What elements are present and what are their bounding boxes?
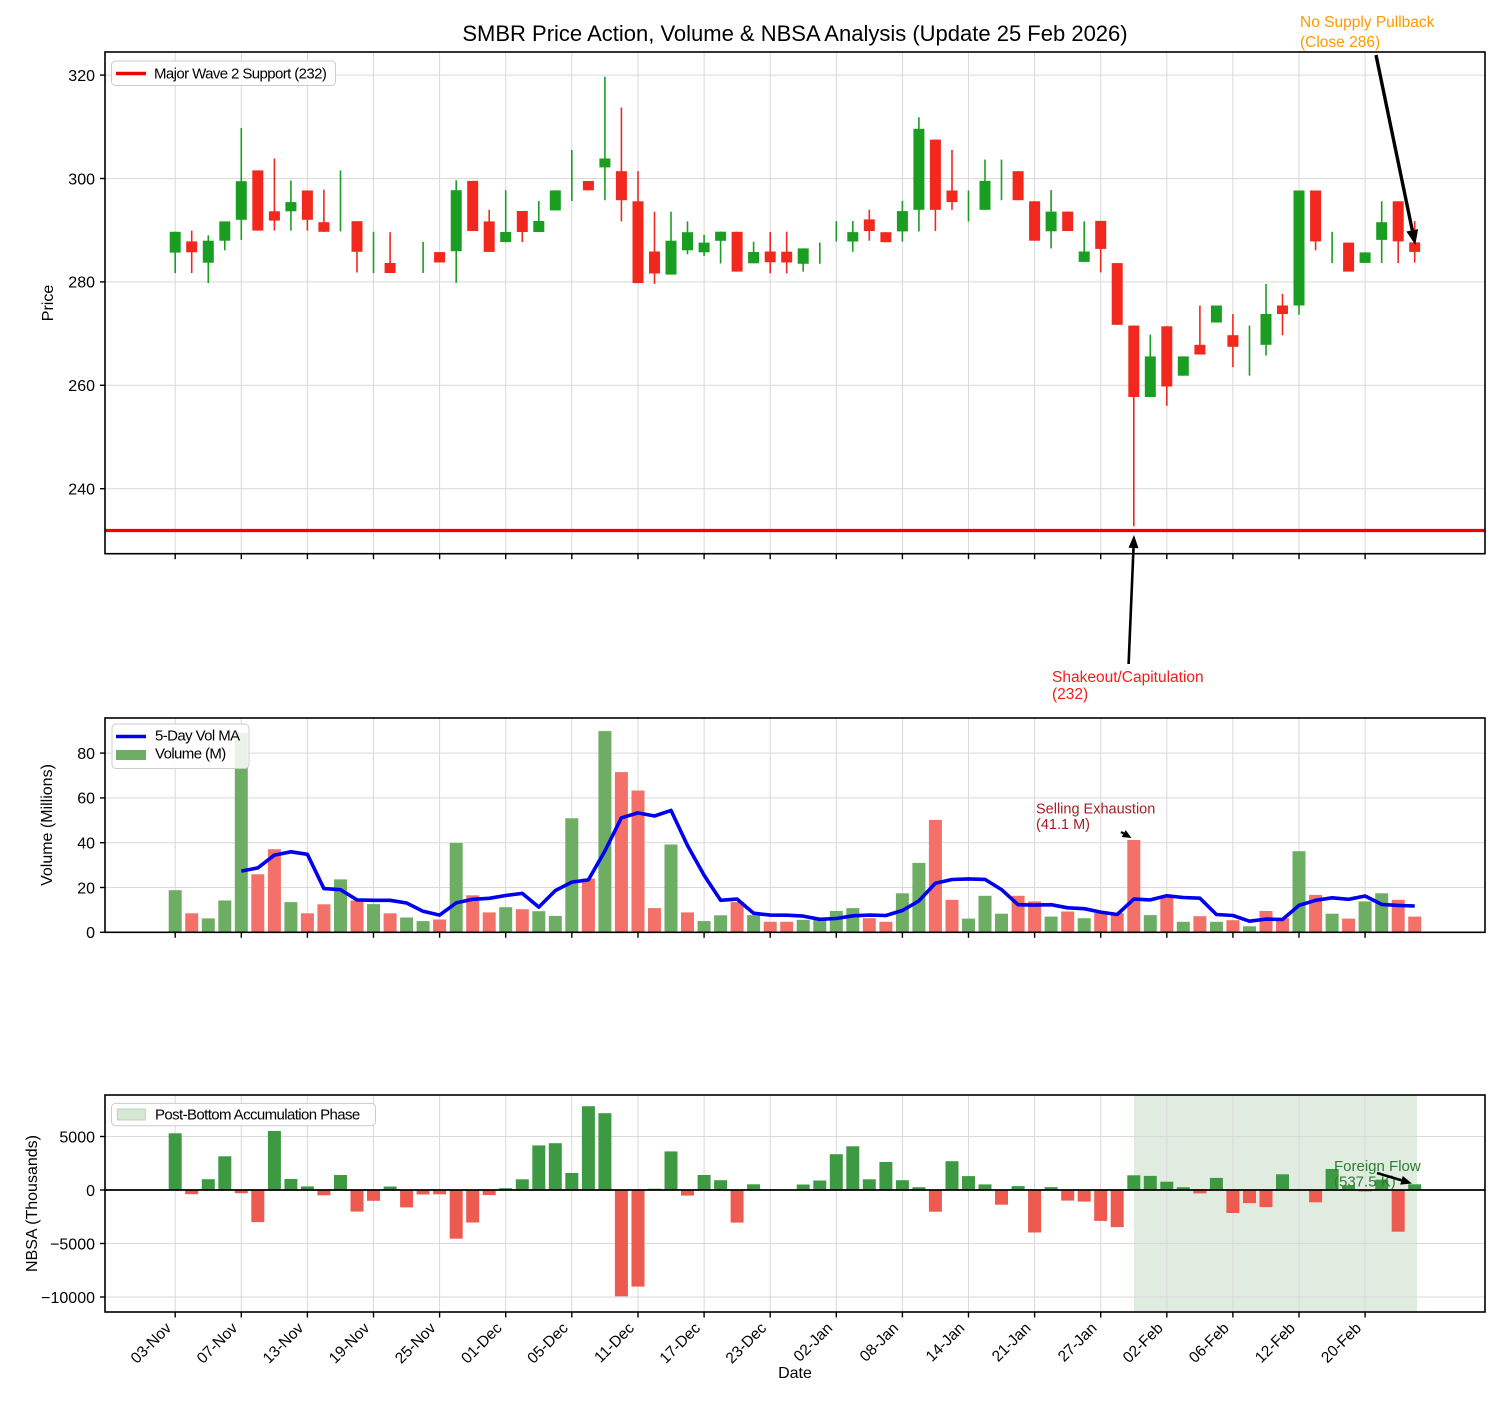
svg-text:280: 280 xyxy=(68,275,95,292)
svg-text:300: 300 xyxy=(68,171,95,188)
svg-text:Date: Date xyxy=(778,1365,812,1382)
svg-text:Major Wave 2 Support (232): Major Wave 2 Support (232) xyxy=(154,66,327,83)
svg-text:Shakeout/Capitulation: Shakeout/Capitulation xyxy=(1052,669,1204,686)
svg-text:0: 0 xyxy=(86,925,95,942)
svg-text:No Supply Pullback: No Supply Pullback xyxy=(1300,14,1435,31)
svg-text:20: 20 xyxy=(77,880,95,897)
svg-text:Post-Bottom Accumulation Phase: Post-Bottom Accumulation Phase xyxy=(155,1107,360,1124)
svg-text:60: 60 xyxy=(77,791,95,808)
svg-text:Volume (M): Volume (M) xyxy=(155,746,226,763)
svg-text:(232): (232) xyxy=(1052,686,1088,703)
svg-text:260: 260 xyxy=(68,378,95,395)
svg-text:Price: Price xyxy=(40,285,57,322)
svg-text:5-Day Vol MA: 5-Day Vol MA xyxy=(155,728,240,745)
svg-text:80: 80 xyxy=(77,746,95,763)
svg-text:0: 0 xyxy=(86,1183,95,1200)
svg-text:−5000: −5000 xyxy=(50,1236,95,1253)
svg-text:(Close 286): (Close 286) xyxy=(1300,34,1380,51)
svg-text:Selling Exhaustion: Selling Exhaustion xyxy=(1036,802,1155,818)
svg-text:Foreign Flow: Foreign Flow xyxy=(1334,1158,1421,1175)
svg-text:320: 320 xyxy=(68,68,95,85)
svg-text:240: 240 xyxy=(68,482,95,499)
svg-text:SMBR Price Action, Volume & NB: SMBR Price Action, Volume & NBSA Analysi… xyxy=(462,21,1127,46)
svg-text:(41.1 M): (41.1 M) xyxy=(1036,817,1090,833)
svg-text:Volume (Millions): Volume (Millions) xyxy=(39,764,56,886)
svg-text:NBSA (Thousands): NBSA (Thousands) xyxy=(24,1135,41,1272)
svg-text:(537.5 K): (537.5 K) xyxy=(1334,1174,1396,1191)
svg-text:−10000: −10000 xyxy=(41,1290,95,1307)
svg-text:40: 40 xyxy=(77,836,95,853)
svg-text:5000: 5000 xyxy=(59,1129,95,1146)
